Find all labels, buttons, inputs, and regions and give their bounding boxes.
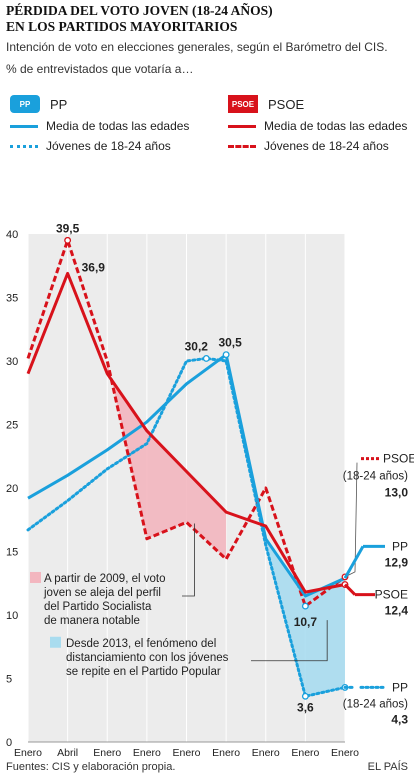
- data-point-marker: [222, 351, 230, 359]
- psoe-annotation-text: joven se aleja del perfil: [43, 587, 161, 599]
- chart-title: PÉRDIDA DEL VOTO JOVEN (18-24 AÑOS) EN L…: [6, 3, 406, 35]
- unit-note: % de entrevistados que votaría a…: [6, 62, 194, 76]
- pp-annotation-swatch: [50, 636, 61, 648]
- psoe-avg-end-name: PSOE: [375, 588, 408, 602]
- pp-annotation-text: Desde 2013, el fenómeno del: [66, 638, 216, 650]
- y-tick-label: 5: [6, 674, 12, 686]
- psoe-annotation-text: A partir de 2009, el voto: [44, 573, 165, 585]
- legend-pp-name: PP: [50, 96, 68, 112]
- pp-gap-area: [265, 538, 345, 697]
- x-tick-label: Enero: [172, 747, 200, 758]
- psoe-young-end-name: PSOE: [383, 452, 414, 466]
- psoe-logo-icon: PSOE: [228, 95, 258, 113]
- psoe-annotation-swatch: [30, 571, 41, 583]
- legend-psoe-young: Jóvenes de 18-24 años: [264, 139, 389, 153]
- data-point-marker: [64, 236, 72, 244]
- chart-subtitle: Intención de voto en elecciones generale…: [6, 40, 388, 54]
- legend-psoe-avg: Media de todas las edades: [264, 119, 408, 133]
- psoe-solid-line-swatch: [228, 124, 256, 128]
- pp-avg-end-connector: [343, 545, 365, 579]
- legend-pp-avg: Media de todas las edades: [46, 119, 190, 133]
- footer-source: Fuentes: CIS y elaboración propia.: [6, 761, 176, 773]
- legend-pp-young: Jóvenes de 18-24 años: [46, 139, 171, 153]
- pp-avg-end-value: 12,9: [385, 555, 409, 569]
- pp-solid-line-swatch: [10, 124, 38, 128]
- point-value-label: 30,2: [185, 339, 209, 353]
- x-tick-label: Enero: [331, 747, 359, 758]
- psoe-annotation-text: de manera notable: [44, 615, 140, 627]
- point-value-label: 3,6: [297, 700, 314, 714]
- point-value-label: 36,9: [82, 260, 106, 274]
- title-line-2: EN LOS PARTIDOS MAYORITARIOS: [6, 19, 238, 34]
- legend-psoe-name: PSOE: [268, 96, 305, 112]
- psoe-dashed-line-swatch: [228, 144, 256, 148]
- y-tick-label: 20: [6, 483, 18, 495]
- x-tick-label: Enero: [93, 747, 121, 758]
- pp-avg-line: [27, 353, 346, 598]
- point-value-label: 39,5: [56, 222, 80, 235]
- psoe-avg-line: [26, 271, 346, 594]
- psoe-annotation-leader: [182, 523, 195, 597]
- x-tick-label: Enero: [14, 747, 42, 758]
- pp-young-line: [26, 356, 347, 698]
- legend-psoe: PSOE PSOE Media de todas las edades Jóve…: [228, 92, 407, 156]
- footer-brand: EL PAÍS: [367, 761, 408, 773]
- pp-annotation-text: distanciamiento con los jóvenes: [66, 652, 229, 664]
- x-tick-label: Enero: [133, 747, 161, 758]
- pp-logo-icon: PP: [10, 95, 40, 113]
- legend-pp: PP PP Media de todas las edades Jóvenes …: [10, 92, 189, 156]
- data-point-marker: [301, 692, 309, 700]
- y-tick-label: 10: [6, 610, 18, 622]
- pp-dotted-line-swatch: [10, 144, 38, 148]
- title-line-1: PÉRDIDA DEL VOTO JOVEN (18-24 AÑOS): [6, 3, 273, 18]
- y-tick-label: 40: [6, 229, 18, 241]
- point-value-label: 30,5: [218, 336, 242, 350]
- point-value-label: 10,7: [294, 615, 318, 629]
- psoe-gap-area: [107, 361, 227, 560]
- vote-chart: 0510152025303540Enero2007Abril2008Enero2…: [6, 222, 414, 758]
- psoe-young-end-sub: (18-24 años): [343, 471, 408, 483]
- y-tick-label: 30: [6, 356, 18, 368]
- pp-young-end-name: PP: [392, 680, 408, 694]
- x-tick-label: Abril: [57, 747, 78, 758]
- psoe-annotation-text: del Partido Socialista: [44, 601, 152, 613]
- data-point-marker: [301, 602, 309, 610]
- psoe-avg-end-value: 12,4: [385, 604, 409, 618]
- psoe-young-end-value: 13,0: [385, 486, 409, 500]
- y-tick-label: 25: [6, 420, 18, 432]
- y-tick-label: 15: [6, 547, 18, 559]
- psoe-avg-end-connector: [343, 583, 357, 596]
- pp-annotation-leader: [251, 620, 328, 662]
- y-tick-label: 35: [6, 293, 18, 305]
- x-tick-label: Enero: [212, 747, 240, 758]
- pp-annotation-text: se repite en el Partido Popular: [66, 666, 221, 678]
- data-point-marker: [202, 355, 210, 362]
- psoe-young-line: [26, 238, 346, 608]
- pp-avg-end-name: PP: [392, 539, 408, 553]
- pp-young-end-value: 4,3: [391, 712, 408, 726]
- x-tick-label: Enero: [252, 747, 280, 758]
- y-tick-label: 0: [6, 737, 12, 749]
- x-tick-label: Enero: [291, 747, 319, 758]
- pp-young-end-sub: (18-24 años): [343, 698, 408, 710]
